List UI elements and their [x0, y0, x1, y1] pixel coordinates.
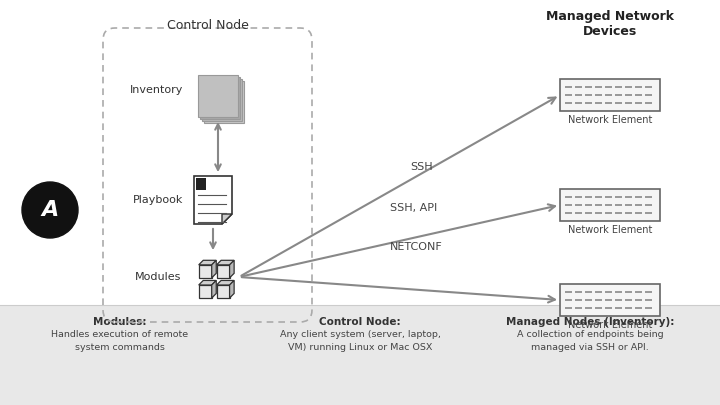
Text: Network Element: Network Element	[568, 225, 652, 235]
Polygon shape	[230, 280, 234, 298]
Polygon shape	[199, 280, 216, 285]
Bar	[560, 79, 660, 111]
Text: SSH, API: SSH, API	[390, 203, 437, 213]
Polygon shape	[230, 260, 234, 278]
Text: A collection of endpoints being
managed via SSH or API.: A collection of endpoints being managed …	[517, 330, 663, 352]
Bar	[204, 81, 244, 123]
Polygon shape	[199, 260, 216, 265]
Polygon shape	[217, 260, 234, 265]
Bar	[217, 265, 230, 278]
Text: Playbook: Playbook	[132, 195, 183, 205]
Text: SSH: SSH	[410, 162, 433, 172]
Bar	[196, 178, 206, 190]
Text: Handles execution of remote
system commands: Handles execution of remote system comma…	[51, 330, 189, 352]
Bar	[199, 265, 212, 278]
Bar	[560, 284, 660, 316]
Bar	[202, 79, 242, 121]
Polygon shape	[212, 260, 216, 278]
Text: Network Element: Network Element	[568, 115, 652, 125]
Text: Inventory: Inventory	[130, 85, 183, 95]
Polygon shape	[194, 176, 232, 224]
Text: Managed Nodes (Inventory):: Managed Nodes (Inventory):	[506, 317, 674, 327]
Polygon shape	[212, 280, 216, 298]
Text: Control Node:: Control Node:	[319, 317, 401, 327]
Bar	[560, 189, 660, 221]
Text: Control Node: Control Node	[166, 19, 248, 32]
Text: Modules:: Modules:	[94, 317, 147, 327]
Text: Modules: Modules	[135, 272, 181, 282]
Polygon shape	[217, 280, 234, 285]
Polygon shape	[222, 214, 232, 224]
Text: Managed Network
Devices: Managed Network Devices	[546, 10, 674, 38]
Text: Network Element: Network Element	[568, 320, 652, 330]
Bar	[198, 75, 238, 117]
Circle shape	[22, 182, 78, 238]
Text: A: A	[41, 200, 58, 220]
Text: Any client system (server, laptop,
VM) running Linux or Mac OSX: Any client system (server, laptop, VM) r…	[279, 330, 441, 352]
Bar	[199, 285, 212, 298]
Bar	[0, 305, 720, 405]
Bar	[217, 285, 230, 298]
Text: NETCONF: NETCONF	[390, 242, 443, 252]
Bar	[200, 77, 240, 119]
